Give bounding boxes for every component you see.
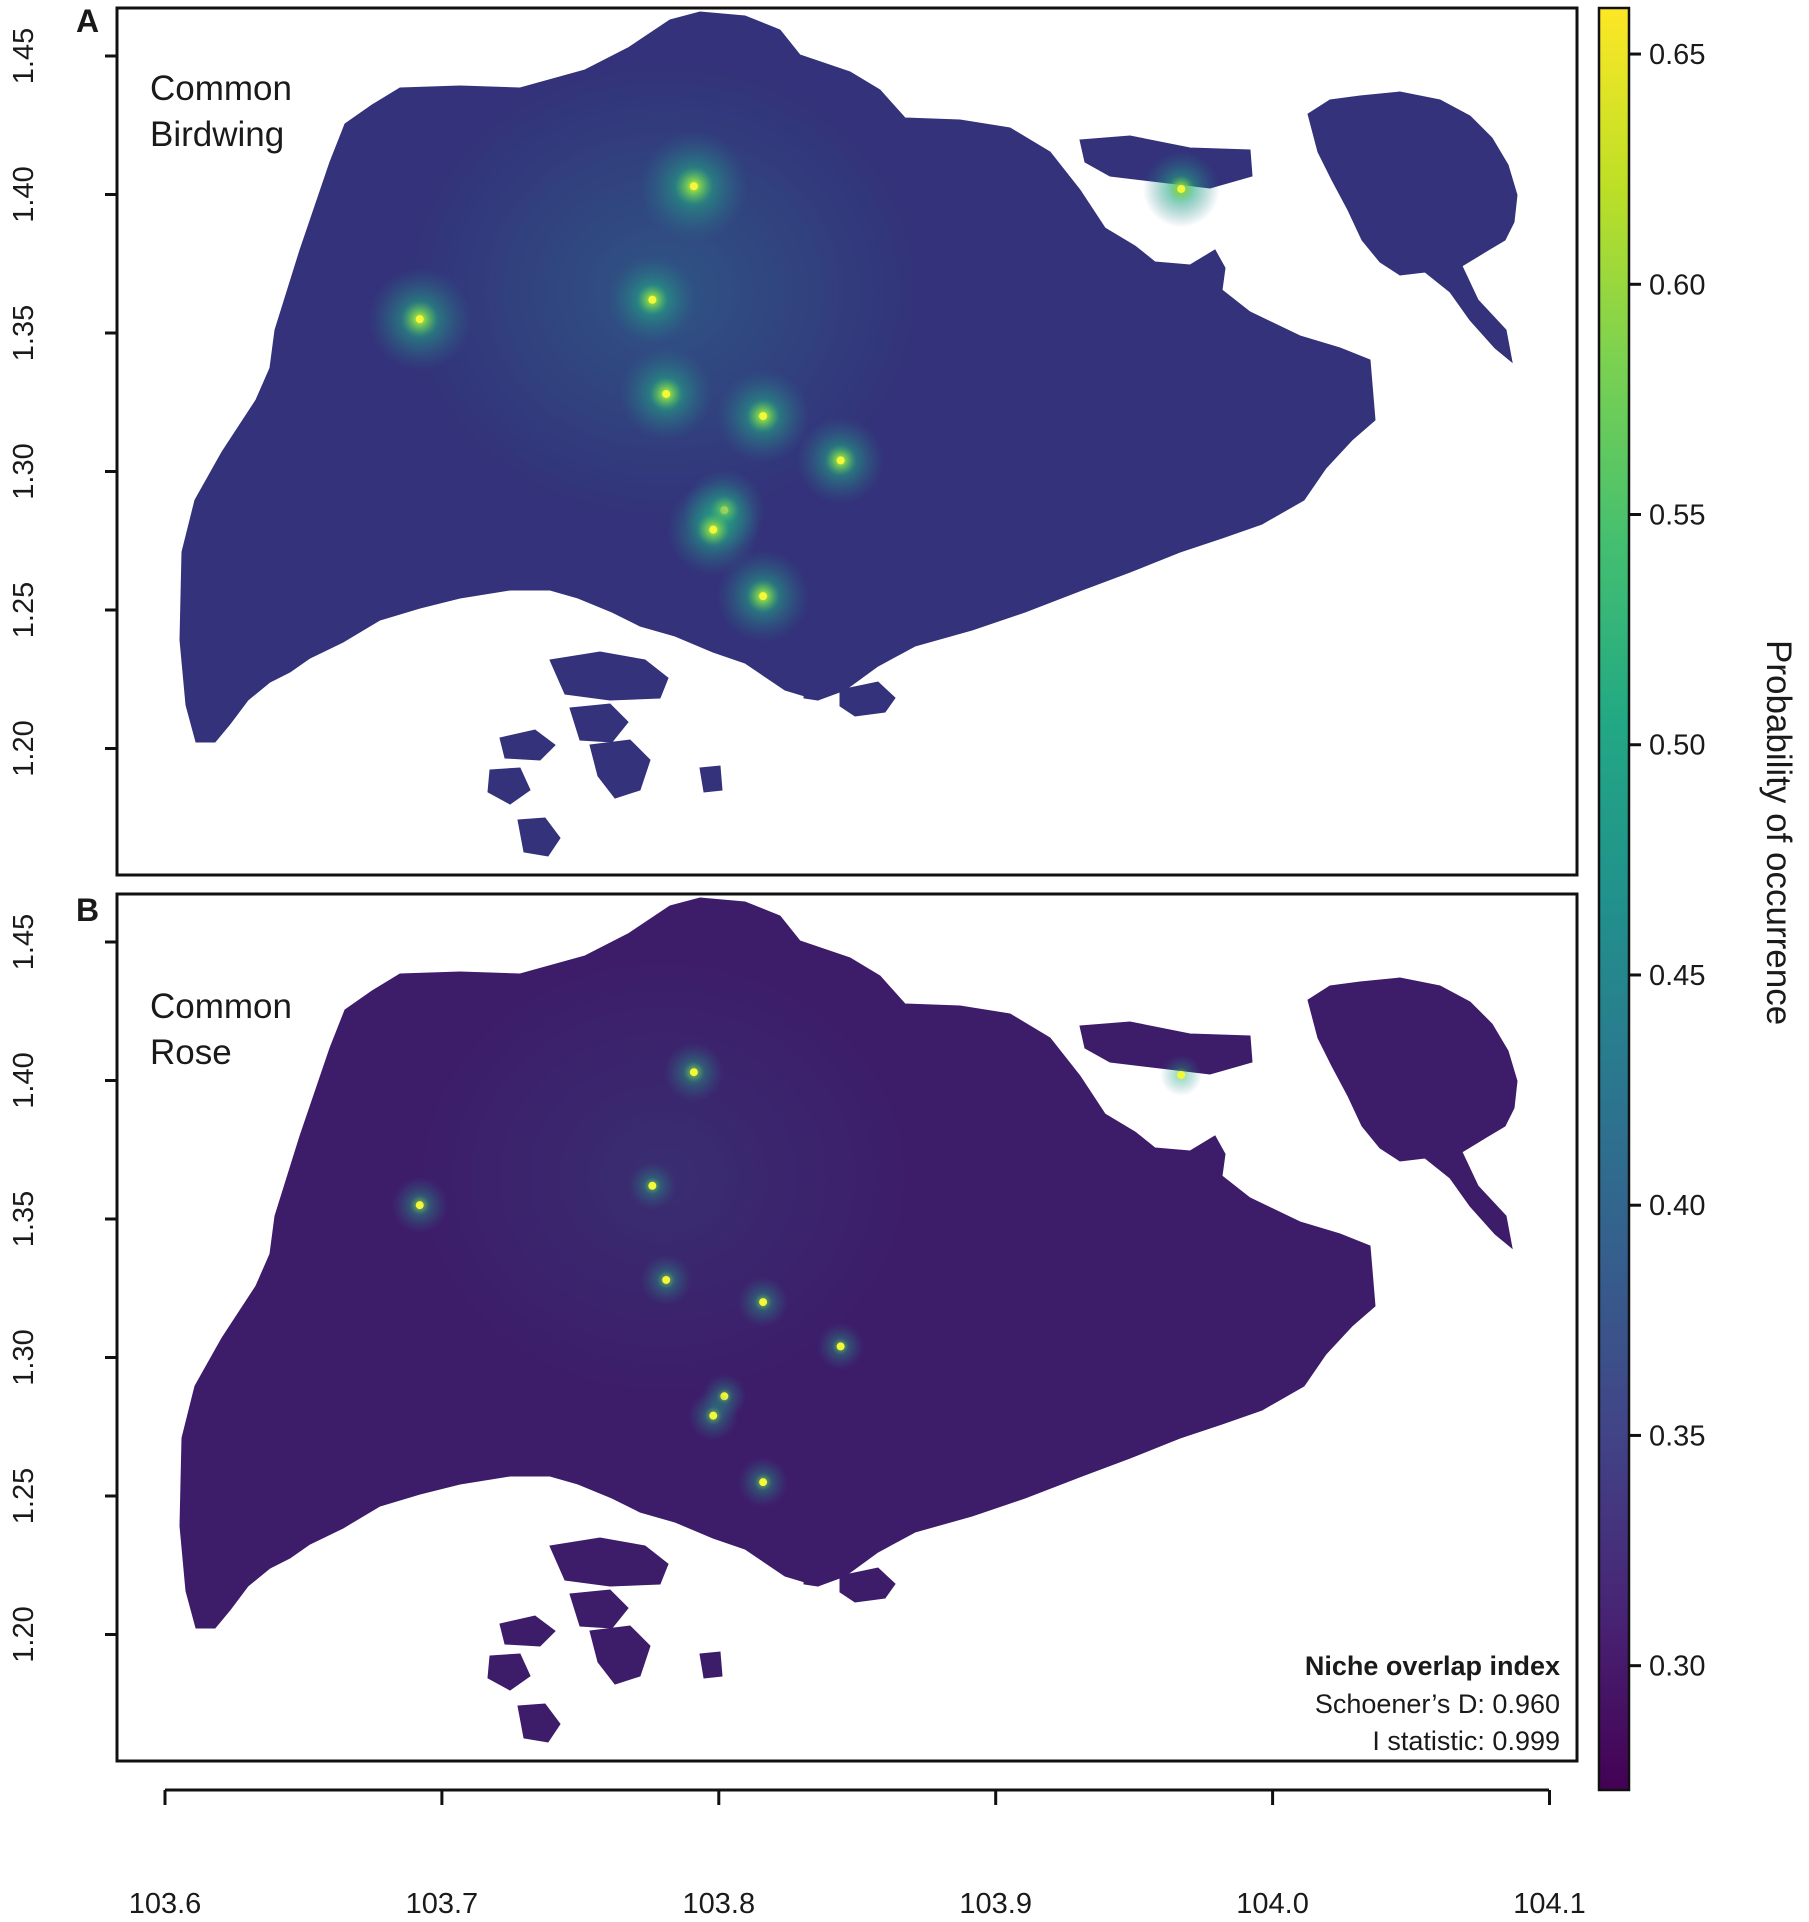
land-area <box>839 1567 896 1603</box>
y-tick-label: 1.20 <box>8 720 40 776</box>
hotspot-core <box>836 1342 845 1351</box>
niche-overlap-title: Niche overlap index <box>1305 1651 1560 1681</box>
x-tick-label: 103.6 <box>129 1888 202 1920</box>
land-area <box>839 681 896 717</box>
land-area <box>1307 91 1518 364</box>
colorbar-title: Probability of occurrence <box>1759 640 1798 1025</box>
y-tick-label: 1.25 <box>8 582 40 638</box>
panel-a-species-line2: Birdwing <box>150 115 284 154</box>
land-area <box>803 1565 821 1587</box>
schoener-d-value: Schoener’s D: 0.960 <box>1315 1689 1560 1719</box>
hotspot-core <box>689 182 698 191</box>
land-area <box>499 729 556 761</box>
x-tick-label: 104.1 <box>1513 1888 1586 1920</box>
y-tick-label: 1.40 <box>8 1052 40 1108</box>
land-area <box>549 1537 669 1587</box>
land-area <box>589 1625 651 1685</box>
y-tick-label: 1.35 <box>8 305 40 361</box>
colorbar-tick-label: 0.45 <box>1649 960 1705 992</box>
hotspot-core <box>662 389 671 398</box>
y-tick-label: 1.45 <box>8 28 40 84</box>
panel-a-frame <box>115 6 1579 877</box>
hotspot-core <box>759 592 768 601</box>
hotspot-core <box>648 295 657 304</box>
x-axis: 103.6 103.7 103.8 103.9 104.0 104.1 <box>129 1788 1586 1920</box>
hotspot-core <box>759 1478 768 1487</box>
panel-b-species-line2: Rose <box>150 1033 232 1072</box>
x-tick-label: 103.8 <box>683 1888 756 1920</box>
x-tick-label: 103.9 <box>959 1888 1032 1920</box>
colorbar-tick-label: 0.35 <box>1649 1420 1705 1452</box>
hotspot-core <box>709 1411 718 1420</box>
land-area <box>1079 1021 1253 1075</box>
panel-b-hotspots <box>391 947 1203 1508</box>
hotspot-core <box>759 1298 768 1307</box>
panel-b-y-axis: 1.45 1.40 1.35 1.30 1.25 1.20 <box>8 914 117 1663</box>
panel-a-y-axis: 1.45 1.40 1.35 1.30 1.25 1.20 <box>8 28 117 777</box>
colorbar: 0.65 0.60 0.55 0.50 0.45 0.40 0.35 0.30 Probabi… <box>1597 6 1798 1792</box>
hotspot-core <box>662 1275 671 1284</box>
land-area <box>549 651 669 701</box>
panel-a-species-line1: Common <box>150 69 292 108</box>
panel-b-frame <box>115 892 1579 1763</box>
panel-b-species-line1: Common <box>150 987 292 1026</box>
land-area <box>699 765 723 793</box>
panel-b: B Common Rose 1.45 1.40 1.35 1.30 1.25 1.20 N… <box>8 892 1579 1763</box>
x-tick-label: 104.0 <box>1236 1888 1309 1920</box>
colorbar-tick-label: 0.30 <box>1649 1651 1705 1683</box>
hotspot-core <box>1177 184 1186 193</box>
land-area <box>569 1589 629 1629</box>
land-area <box>184 559 266 681</box>
land-area <box>184 1445 266 1567</box>
niche-overlap-box: Niche overlap index Schoener’s D: 0.960 … <box>1305 1651 1560 1756</box>
y-tick-label: 1.40 <box>8 166 40 222</box>
y-tick-label: 1.30 <box>8 443 40 499</box>
colorbar-ticks: 0.65 0.60 0.55 0.50 0.45 0.40 0.35 0.30 <box>1629 39 1705 1683</box>
hotspot-core <box>415 1201 424 1210</box>
land-area <box>499 1615 556 1647</box>
panel-b-letter: B <box>76 892 99 928</box>
panel-a-letter: A <box>76 3 99 39</box>
land-area <box>699 1651 723 1679</box>
hotspot-core <box>415 315 424 324</box>
colorbar-tick-label: 0.65 <box>1649 39 1705 71</box>
i-statistic-value: I statistic: 0.999 <box>1372 1726 1560 1756</box>
panel-a: A Common Birdwing 1.451.401.351.301.251.… <box>8 3 1579 877</box>
hotspot-core <box>759 412 768 421</box>
land-area <box>487 1653 531 1691</box>
y-tick-label: 1.30 <box>8 1329 40 1385</box>
colorbar-tick-label: 0.60 <box>1649 269 1705 301</box>
y-tick-label: 1.25 <box>8 1468 40 1524</box>
colorbar-tick-label: 0.40 <box>1649 1190 1705 1222</box>
y-tick-label: 1.45 <box>8 914 40 970</box>
land-area <box>589 739 651 799</box>
y-tick-label: 1.20 <box>8 1606 40 1662</box>
hotspot-core <box>1177 1070 1186 1079</box>
land-area <box>517 1703 561 1743</box>
colorbar-tick-label: 0.55 <box>1649 500 1705 532</box>
x-tick-label: 103.7 <box>406 1888 479 1920</box>
y-tick-label: 1.35 <box>8 1191 40 1247</box>
hotspot-core <box>709 525 718 534</box>
land-area <box>517 817 561 857</box>
land-area <box>1307 977 1518 1250</box>
land-area <box>803 679 821 701</box>
colorbar-ramp <box>1597 6 1631 1792</box>
land-area <box>569 703 629 743</box>
land-area <box>487 767 531 805</box>
panel-a-hotspots <box>367 61 1220 643</box>
hotspot-core <box>836 456 845 465</box>
hotspot-core <box>689 1068 698 1077</box>
colorbar-tick-label: 0.50 <box>1649 730 1705 762</box>
hotspot-core <box>648 1181 657 1190</box>
